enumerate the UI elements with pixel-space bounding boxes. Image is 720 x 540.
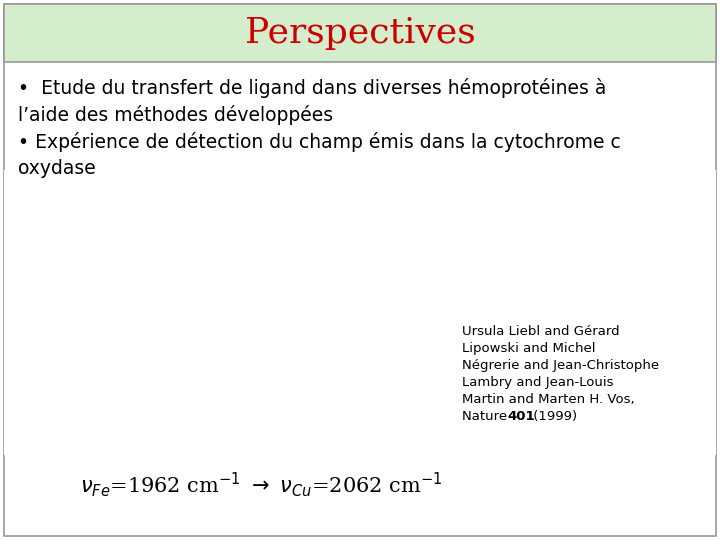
Bar <box>4 170 716 455</box>
Text: Lambry and Jean-Louis: Lambry and Jean-Louis <box>462 376 613 389</box>
Text: Nature: Nature <box>462 410 511 423</box>
Text: l’aide des méthodes développées: l’aide des méthodes développées <box>18 105 333 125</box>
Bar <box>4 4 716 62</box>
Text: (1999): (1999) <box>529 410 577 423</box>
Text: $\nu_{Fe}$=1962 cm$^{-1}$ $\rightarrow$ $\nu_{Cu}$=2062 cm$^{-1}$: $\nu_{Fe}$=1962 cm$^{-1}$ $\rightarrow$ … <box>80 470 442 500</box>
Text: • Expérience de détection du champ émis dans la cytochrome c: • Expérience de détection du champ émis … <box>18 132 621 152</box>
Text: Négrerie and Jean-Christophe: Négrerie and Jean-Christophe <box>462 359 659 372</box>
Text: Lipowski and Michel: Lipowski and Michel <box>462 342 595 355</box>
Text: oxydase: oxydase <box>18 159 96 178</box>
Text: Perspectives: Perspectives <box>245 16 475 50</box>
Text: Ursula Liebl and Gérard: Ursula Liebl and Gérard <box>462 325 620 338</box>
Text: •  Etude du transfert de ligand dans diverses hémoprotéines à: • Etude du transfert de ligand dans dive… <box>18 78 606 98</box>
Text: 401: 401 <box>507 410 535 423</box>
Text: Martin and Marten H. Vos,: Martin and Marten H. Vos, <box>462 393 634 406</box>
